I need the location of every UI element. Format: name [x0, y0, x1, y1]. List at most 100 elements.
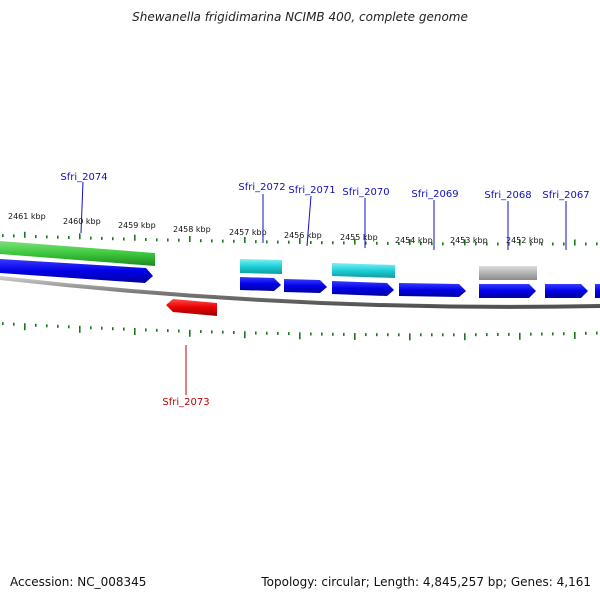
- tick-label-2454: 2454 kbp: [395, 236, 433, 245]
- gene-label-sfri-2073[interactable]: Sfri_2073: [162, 397, 209, 408]
- minor-tick-outer: [508, 242, 510, 246]
- minor-tick-inner: [431, 333, 433, 337]
- minor-tick-outer: [332, 241, 334, 245]
- minor-tick-outer: [288, 240, 290, 244]
- minor-tick-outer: [431, 242, 433, 246]
- minor-tick-inner: [475, 333, 477, 337]
- gene-arrow-sfri-2070[interactable]: [332, 281, 394, 296]
- minor-tick-outer: [398, 242, 400, 245]
- tick-label-2455: 2455 kbp: [340, 233, 378, 242]
- minor-tick-inner: [211, 330, 213, 334]
- major-tick-inner: [519, 332, 521, 340]
- minor-tick-outer: [442, 242, 444, 246]
- minor-tick-outer: [222, 239, 224, 243]
- minor-tick-inner: [387, 333, 389, 337]
- leader-line-sfri-2074: [80, 181, 84, 234]
- minor-tick-outer: [310, 241, 312, 244]
- outer-tick-marks: [2, 231, 598, 246]
- major-tick-outer: [354, 238, 356, 245]
- feature-cyan-2070: [332, 263, 395, 278]
- minor-tick-outer: [497, 242, 499, 246]
- major-tick-outer: [79, 233, 81, 240]
- minor-tick-outer: [178, 238, 180, 242]
- major-tick-outer: [24, 231, 26, 238]
- inner-tick-marks: [2, 322, 598, 341]
- major-tick-outer: [244, 237, 246, 243]
- major-tick-outer: [519, 239, 521, 246]
- minor-tick-inner: [200, 330, 202, 334]
- minor-tick-outer: [233, 239, 235, 243]
- minor-tick-outer: [541, 242, 543, 246]
- tick-label-2456: 2456 kbp: [284, 231, 322, 240]
- minor-tick-inner: [222, 330, 224, 334]
- gene-label-sfri-2070[interactable]: Sfri_2070: [342, 187, 389, 198]
- minor-tick-outer: [101, 236, 103, 240]
- minor-tick-inner: [442, 333, 444, 337]
- gene-label-sfri-2069[interactable]: Sfri_2069: [411, 189, 458, 200]
- minor-tick-inner: [596, 331, 598, 335]
- minor-tick-outer: [475, 242, 477, 246]
- gene-arrow-sfri-2071[interactable]: [284, 279, 327, 293]
- minor-tick-inner: [508, 332, 510, 336]
- gene-arrow-sfri-2068[interactable]: [479, 284, 536, 298]
- gene-arrow-sfri-2072[interactable]: [240, 277, 281, 291]
- major-tick-inner: [79, 325, 81, 333]
- major-tick-inner: [244, 331, 246, 339]
- minor-tick-inner: [552, 332, 554, 336]
- minor-tick-inner: [288, 332, 290, 336]
- minor-tick-inner: [233, 331, 235, 334]
- major-tick-inner: [299, 332, 301, 340]
- minor-tick-outer: [123, 237, 125, 241]
- minor-tick-inner: [376, 333, 378, 337]
- major-tick-inner: [134, 328, 136, 335]
- minor-tick-outer: [46, 235, 48, 239]
- gene-label-sfri-2072[interactable]: Sfri_2072: [238, 182, 285, 193]
- gene-label-sfri-2074[interactable]: Sfri_2074: [60, 172, 107, 183]
- minor-tick-outer: [321, 241, 323, 245]
- major-tick-inner: [464, 333, 466, 341]
- gene-label-sfri-2067[interactable]: Sfri_2067: [542, 190, 589, 201]
- major-tick-inner: [354, 333, 356, 340]
- minor-tick-outer: [112, 237, 114, 241]
- minor-tick-outer: [13, 234, 15, 238]
- genome-backbone: [0, 276, 600, 309]
- minor-tick-outer: [552, 242, 554, 246]
- minor-tick-inner: [497, 333, 499, 336]
- minor-tick-inner: [332, 332, 334, 336]
- major-tick-outer: [464, 239, 466, 246]
- major-tick-outer: [409, 239, 411, 246]
- minor-tick-inner: [343, 332, 345, 336]
- minor-tick-outer: [596, 242, 598, 246]
- minor-tick-inner: [156, 328, 158, 332]
- minor-tick-inner: [321, 332, 323, 336]
- accession-text: Accession: NC_008345: [10, 575, 147, 589]
- leader-line-sfri-2071: [306, 195, 312, 247]
- minor-tick-inner: [68, 325, 70, 329]
- minor-tick-inner: [101, 326, 103, 330]
- gene-arrow-unlabeled[interactable]: [595, 284, 600, 298]
- feature-cyan-2072: [240, 259, 282, 274]
- major-tick-outer: [189, 236, 191, 242]
- minor-tick-outer: [90, 236, 92, 240]
- minor-tick-outer: [563, 242, 565, 246]
- tick-label-2453: 2453 kbp: [450, 236, 488, 245]
- tick-label-2461: 2461 kbp: [8, 212, 46, 221]
- gene-arrow-sfri-2069[interactable]: [399, 283, 466, 297]
- minor-tick-outer: [365, 241, 367, 245]
- minor-tick-inner: [541, 332, 543, 336]
- gene-arrow-sfri-2074[interactable]: [0, 259, 153, 283]
- major-tick-outer: [134, 234, 136, 241]
- major-tick-inner: [24, 323, 26, 331]
- gene-label-sfri-2068[interactable]: Sfri_2068: [484, 190, 531, 201]
- tick-label-2459: 2459 kbp: [118, 221, 156, 230]
- minor-tick-inner: [255, 331, 257, 335]
- minor-tick-outer: [585, 242, 587, 246]
- gene-arrow-sfri-2067[interactable]: [545, 284, 588, 298]
- minor-tick-inner: [453, 333, 455, 337]
- minor-tick-outer: [200, 239, 202, 243]
- minor-tick-outer: [530, 242, 532, 246]
- minor-tick-inner: [277, 331, 279, 335]
- minor-tick-outer: [420, 242, 422, 246]
- gene-arrow-sfri-2073[interactable]: [166, 299, 217, 316]
- gene-label-sfri-2071[interactable]: Sfri_2071: [288, 185, 335, 196]
